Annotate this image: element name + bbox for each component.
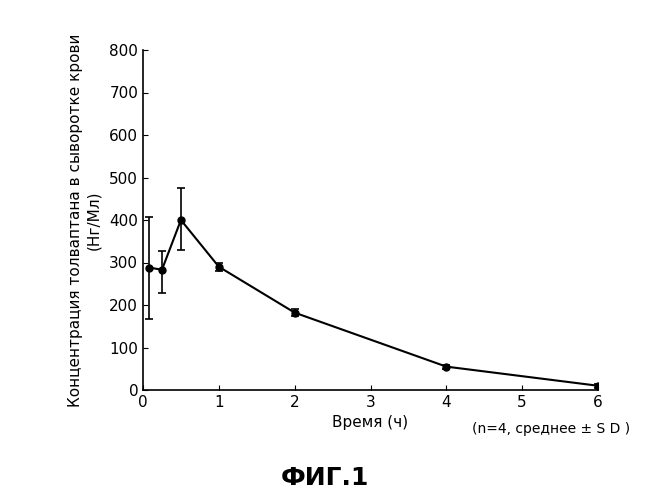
X-axis label: Время (ч): Время (ч) [332, 416, 409, 430]
Text: ФИГ.1: ФИГ.1 [281, 466, 369, 490]
Text: (n=4, среднее ± S D ): (n=4, среднее ± S D ) [473, 422, 630, 436]
Y-axis label: Концентрация толваптана в сыворотке крови
(Нг/Мл): Концентрация толваптана в сыворотке кров… [68, 34, 101, 406]
